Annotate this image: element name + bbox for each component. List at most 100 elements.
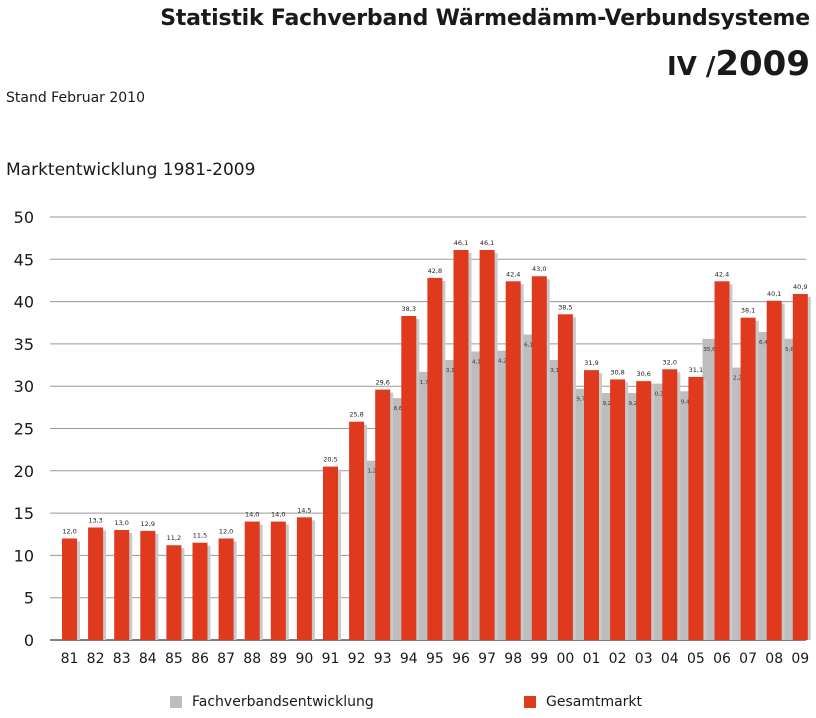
fachverband-value-label: 21,2 (364, 469, 376, 475)
page-title: Statistik Fachverband Wärmedämm-Verbunds… (160, 6, 810, 31)
x-tick-label: 86 (191, 651, 209, 667)
gesamtmarkt-value-label: 43,0 (532, 265, 546, 273)
fachverband-value-label: 33,1 (547, 368, 559, 374)
gesamtmarkt-bar (688, 376, 704, 640)
y-tick-label: 20 (14, 462, 34, 481)
x-tick-label: 92 (348, 651, 366, 667)
x-tick-label: 08 (765, 651, 783, 667)
gesamtmarkt-bar (323, 466, 338, 640)
x-tick-label: 06 (713, 651, 731, 667)
gesamtmarkt-bar (766, 300, 782, 640)
gesamtmarkt-bar (218, 538, 234, 640)
issue-quarter: IV / (667, 52, 716, 82)
y-tick-label: 50 (14, 208, 34, 227)
y-tick-label: 30 (14, 377, 34, 396)
x-tick-label: 87 (217, 651, 235, 667)
x-tick-label: 93 (374, 651, 392, 667)
y-tick-label: 25 (14, 420, 34, 439)
gesamtmarkt-bar (166, 545, 182, 640)
gesamtmarkt-value-label: 14,0 (245, 511, 259, 519)
gesamtmarkt-value-label: 12,9 (141, 520, 155, 528)
gesamtmarkt-value-label: 11,5 (193, 532, 207, 540)
gesamtmarkt-bar (427, 277, 443, 640)
y-tick-label: 10 (14, 546, 34, 565)
y-tick-label: 35 (14, 335, 34, 354)
x-tick-label: 04 (661, 651, 679, 667)
gesamtmarkt-bar (296, 517, 312, 640)
legend-item-fachverband: Fachverbandsentwicklung (170, 694, 374, 710)
gesamtmarkt-value-label: 38,1 (741, 307, 755, 315)
fachverband-value-label: 29,4 (677, 399, 690, 405)
gesamtmarkt-bar (740, 317, 756, 640)
gesamtmarkt-value-label: 31,1 (689, 366, 703, 374)
x-tick-label: 01 (583, 651, 601, 667)
gesamtmarkt-value-label: 46,1 (480, 239, 494, 247)
gesamtmarkt-bar (714, 281, 730, 640)
fachverband-value-label: 29,7 (573, 397, 586, 403)
fachverband-value-label: 36,1 (521, 343, 533, 349)
legend-swatch-gesamtmarkt (524, 696, 536, 708)
legend-label-gesamtmarkt: Gesamtmarkt (546, 694, 643, 710)
gesamtmarkt-bar (610, 379, 626, 640)
gesamtmarkt-value-label: 46,1 (454, 239, 468, 247)
gesamtmarkt-bar (244, 521, 260, 640)
gesamtmarkt-value-label: 13,0 (114, 519, 128, 527)
gesamtmarkt-bar (401, 315, 417, 640)
x-tick-label: 07 (739, 651, 757, 667)
x-tick-label: 89 (269, 651, 287, 667)
gesamtmarkt-bar (62, 538, 77, 640)
gesamtmarkt-bar (375, 389, 391, 640)
x-tick-label: 96 (452, 651, 470, 667)
x-tick-label: 85 (165, 651, 183, 667)
gesamtmarkt-bar (140, 530, 156, 640)
gesamtmarkt-bar (557, 314, 573, 640)
gesamtmarkt-bar (662, 369, 678, 640)
gesamtmarkt-value-label: 30,8 (610, 368, 624, 376)
gesamtmarkt-bar (270, 521, 286, 640)
stand-date: Stand Februar 2010 (6, 90, 145, 106)
gesamtmarkt-value-label: 40,9 (793, 283, 807, 291)
fachverband-value-label: 31,7 (416, 380, 429, 386)
gesamtmarkt-value-label: 38,3 (402, 305, 416, 313)
gesamtmarkt-bar (114, 530, 130, 640)
y-tick-label: 5 (24, 589, 34, 608)
fachverband-value-label: 35,6 (782, 347, 795, 353)
fachverband-value-label: 34,2 (495, 359, 507, 365)
fachverband-value-label: 32,2 (729, 376, 741, 382)
legend-label-fachverband: Fachverbandsentwicklung (192, 694, 374, 710)
fachverband-value-label: 30,3 (651, 392, 664, 398)
gesamtmarkt-value-label: 31,9 (584, 359, 598, 367)
x-tick-label: 90 (295, 651, 313, 667)
x-tick-label: 84 (139, 651, 157, 667)
fachverband-value-label: 33,1 (442, 368, 454, 374)
y-tick-label: 0 (24, 631, 34, 650)
gesamtmarkt-bar (349, 421, 365, 640)
y-tick-label: 45 (14, 250, 34, 269)
x-tick-label: 97 (478, 651, 496, 667)
x-tick-label: 94 (400, 651, 418, 667)
gesamtmarkt-bar (479, 249, 495, 640)
gesamtmarkt-value-label: 25,8 (349, 411, 363, 419)
gesamtmarkt-bar (584, 370, 599, 640)
fachverband-value-label: 29,2 (599, 401, 611, 407)
gesamtmarkt-bar (192, 542, 208, 640)
y-tick-label: 40 (14, 293, 34, 312)
gesamtmarkt-bar (453, 249, 469, 640)
fachverband-value-label: 28,6 (390, 406, 403, 412)
x-tick-label: 00 (556, 651, 574, 667)
fachverband-value-label: 34,1 (468, 360, 480, 366)
x-tick-label: 81 (61, 651, 79, 667)
gesamtmarkt-bar (636, 381, 652, 640)
gesamtmarkt-value-label: 29,6 (375, 379, 389, 387)
gesamtmarkt-value-label: 14,5 (297, 506, 311, 514)
gesamtmarkt-value-label: 40,1 (767, 290, 781, 298)
x-tick-label: 98 (504, 651, 522, 667)
x-tick-label: 02 (609, 651, 627, 667)
fachverband-value-label: 35,6 (703, 347, 716, 353)
legend-item-gesamtmarkt: Gesamtmarkt (524, 694, 642, 710)
market-chart: 0510152025303540455021,228,631,733,134,1… (14, 208, 811, 667)
legend-swatch-fachverband (170, 696, 182, 708)
fachverband-value-label: 36,4 (756, 340, 769, 346)
x-tick-label: 09 (791, 651, 809, 667)
x-tick-label: 05 (687, 651, 705, 667)
